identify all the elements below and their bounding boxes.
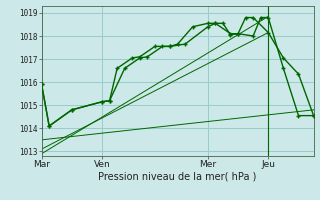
X-axis label: Pression niveau de la mer( hPa ): Pression niveau de la mer( hPa ): [99, 172, 257, 182]
